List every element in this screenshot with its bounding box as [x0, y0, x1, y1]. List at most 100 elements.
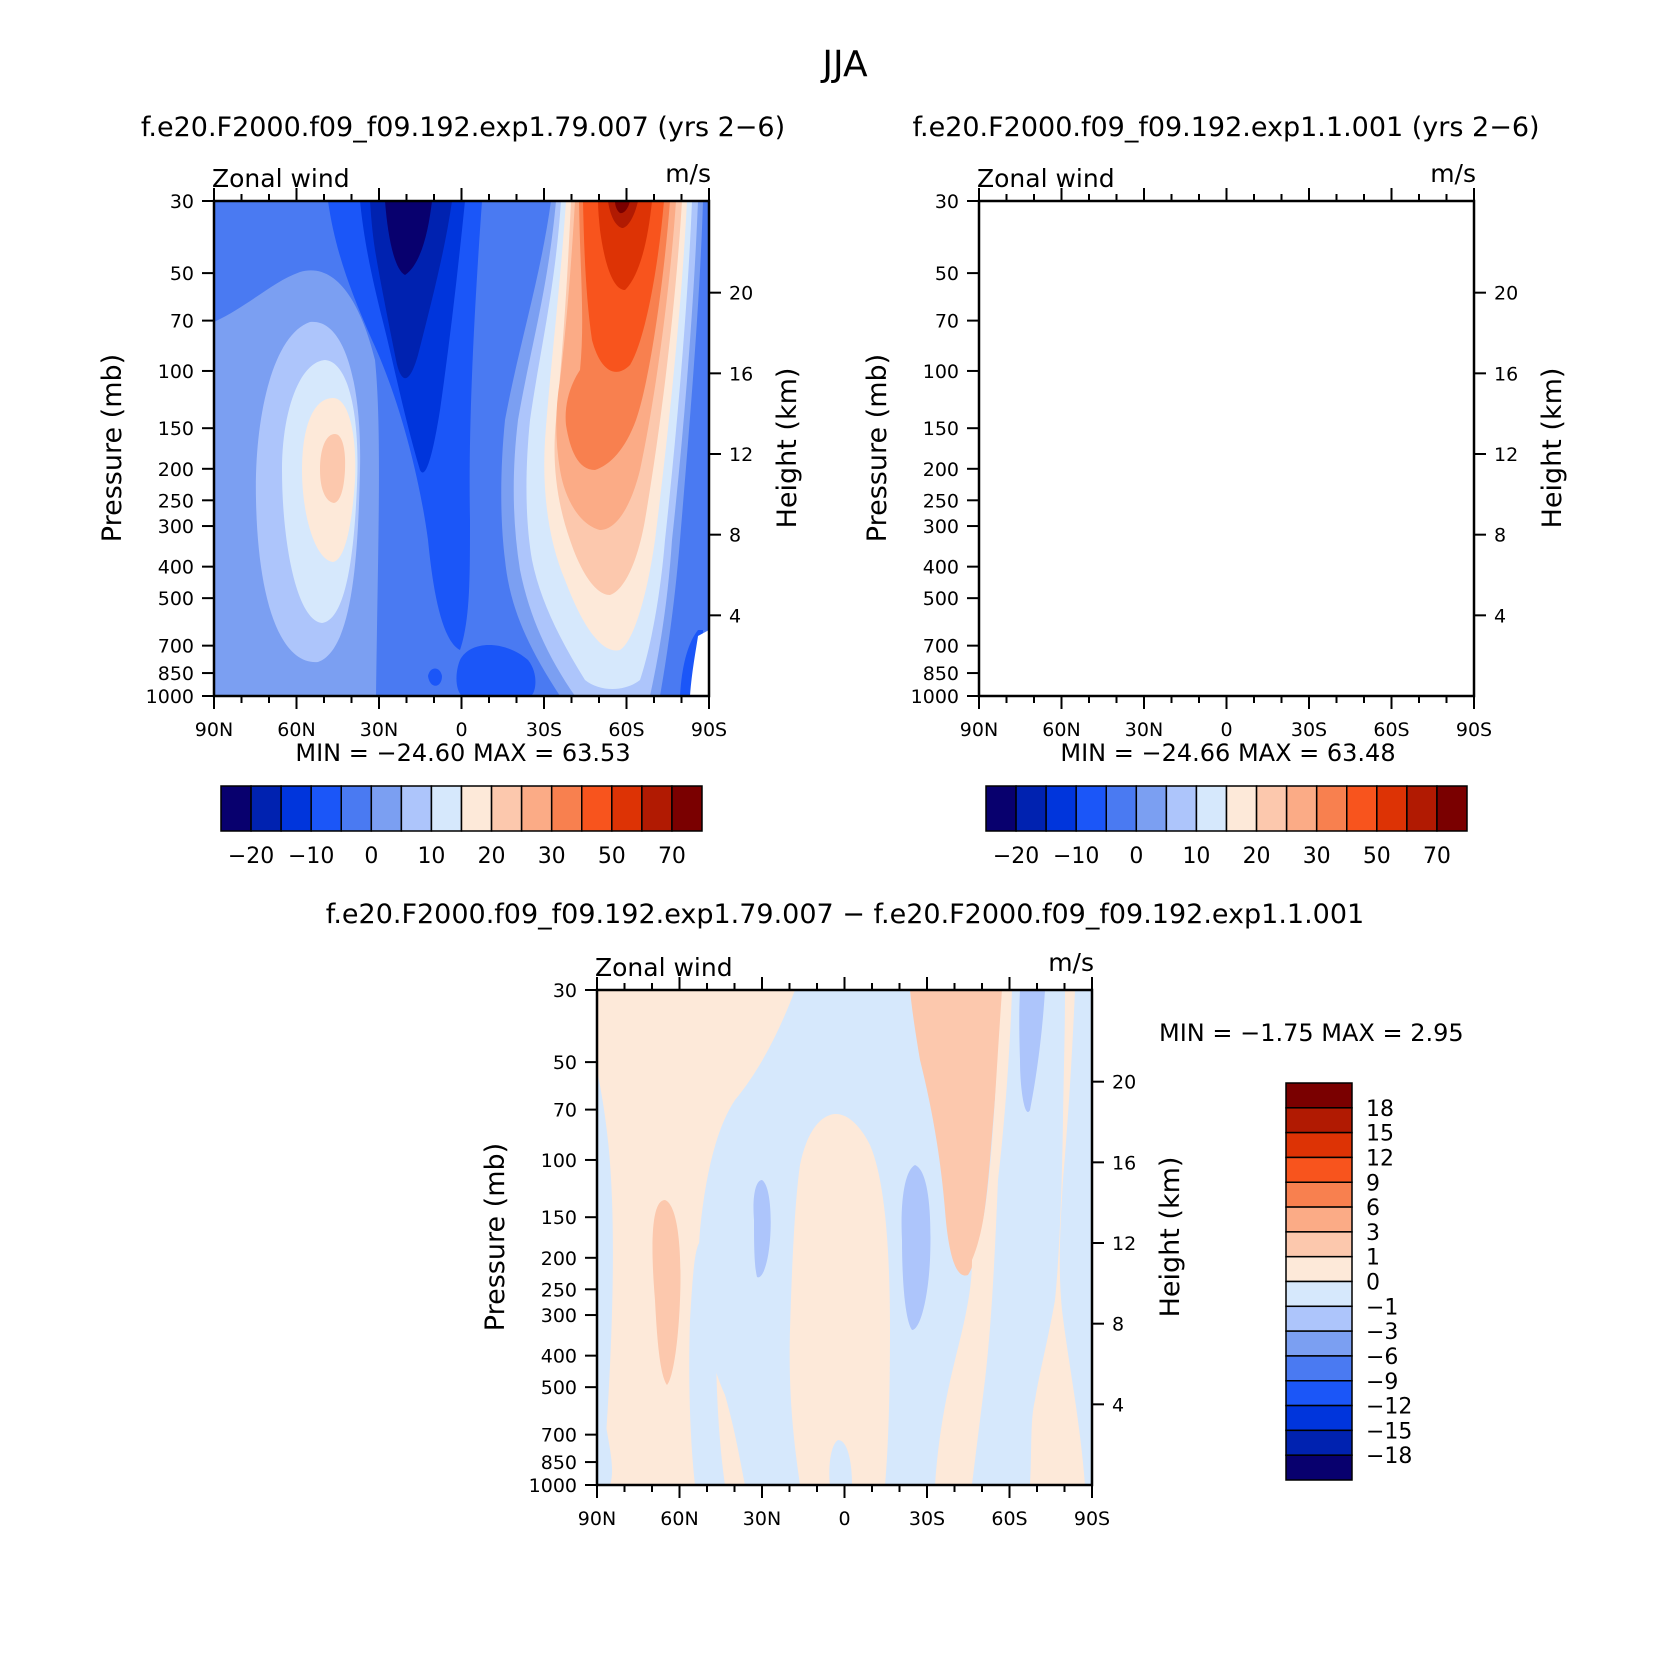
x-tick-label: 90N	[195, 719, 233, 741]
colorbar-box	[581, 785, 613, 832]
panel-2-pos-6	[1331, 201, 1435, 470]
colorbar-label: 0	[1129, 844, 1143, 869]
panel-3-left-label: Zonal wind	[595, 953, 733, 982]
colorbar-label: 3	[1366, 1221, 1380, 1246]
colorbar-box	[460, 785, 493, 832]
y-tick-label: 850	[158, 663, 194, 685]
colorbar-label: 20	[1243, 844, 1271, 869]
y-tick-label: 400	[923, 557, 959, 579]
colorbar-box	[220, 785, 252, 832]
colorbar-box	[1285, 1181, 1353, 1208]
panel-3-axes: 90N 60N 30N 0 30S 60S 90S 30 50 70 100 150 200 250 300…	[529, 977, 1136, 1530]
colorbar-box	[1255, 785, 1288, 832]
colorbar-box	[1436, 785, 1468, 832]
colorbar-box	[1285, 1404, 1353, 1432]
y-tick-label: 150	[541, 1207, 577, 1229]
y-right-tick-label: 12	[729, 444, 753, 466]
colorbar-box	[1285, 1131, 1353, 1159]
y-tick-label: 700	[541, 1425, 577, 1447]
y-tick-label: 1000	[529, 1475, 577, 1497]
colorbar-box	[1285, 1082, 1353, 1109]
y-tick-label: 700	[923, 636, 959, 658]
panel-3-pos-east	[1030, 990, 1085, 1485]
colorbar-label: −20	[993, 844, 1039, 869]
y-tick-label: 30	[935, 191, 959, 213]
colorbar-label: −10	[1053, 844, 1099, 869]
panel-3-neg-east-notch	[1065, 1263, 1080, 1320]
panel-1: f.e20.F2000.f09_f09.192.exp1.79.007 (yrs…	[97, 112, 803, 869]
panel-3-neg-35n	[689, 1240, 725, 1485]
y-tick-label: 100	[923, 361, 959, 383]
y-tick-label: 100	[541, 1150, 577, 1172]
x-tick-label: 90N	[578, 1508, 616, 1530]
panel-1-axes: 90N 60N 30N 0 30S 60S 90S 30 50 70 100 150 200 250 300…	[146, 188, 753, 741]
x-tick-label: 30N	[360, 719, 398, 741]
colorbar-box	[985, 785, 1017, 832]
panel-1-minmax: MIN = −24.60 MAX = 63.53	[295, 739, 630, 767]
colorbar-label: 70	[658, 844, 686, 869]
panel-2-pos-7	[1348, 201, 1429, 372]
page-title: JJA	[820, 44, 868, 85]
x-tick-label: 90S	[1074, 1508, 1110, 1530]
y-tick-label: 500	[541, 1377, 577, 1399]
y-tick-label: 100	[158, 361, 194, 383]
colorbar-box	[1045, 785, 1077, 832]
x-tick-label: 60N	[660, 1508, 698, 1530]
colorbar-label: 10	[417, 844, 445, 869]
y-tick-label: 50	[170, 263, 194, 285]
panel-2-pos-4	[1320, 201, 1447, 595]
panel-3-neg-20n-blob	[753, 1180, 771, 1278]
panel-3-neg-65s-blob	[1019, 990, 1045, 1112]
x-tick-label: 0	[1220, 719, 1232, 741]
panel-2-pos-6b	[1340, 399, 1376, 483]
panel-2-corner-white	[1455, 630, 1474, 696]
colorbar-label: −20	[228, 844, 274, 869]
colorbar-box	[1285, 1454, 1353, 1481]
y-tick-label: 150	[923, 418, 959, 440]
y-tick-label: 400	[158, 557, 194, 579]
panel-2: f.e20.F2000.f09_f09.192.exp1.1.001 (yrs …	[862, 112, 1568, 869]
panel-2-pos-1	[1279, 201, 1463, 696]
y-right-tick-label: 20	[729, 283, 753, 305]
y-right-tick-label: 12	[1494, 444, 1518, 466]
x-tick-label: 90N	[960, 719, 998, 741]
y-tick-label: 200	[158, 459, 194, 481]
y-tick-label: 1000	[146, 686, 194, 708]
panel-2-low-blob-1	[1221, 645, 1300, 696]
colorbar-label: −6	[1366, 1345, 1398, 1370]
panel-3-minmax: MIN = −1.75 MAX = 2.95	[1159, 1019, 1464, 1047]
y-tick-label: 1000	[911, 686, 959, 708]
panel-2-axes: 90N 60N 30N 0 30S 60S 90S 30 50 70 100 150 200 250 300…	[911, 188, 1518, 741]
panel-2-bg	[979, 201, 1474, 696]
x-tick-label: 60S	[991, 1508, 1027, 1530]
colorbar-label: 0	[364, 844, 378, 869]
colorbar-label: 70	[1423, 844, 1451, 869]
colorbar-box	[1346, 785, 1378, 832]
colorbar-label: 9	[1366, 1171, 1380, 1196]
panel-3-pos-west	[597, 990, 795, 1485]
panel-1-pos-8	[598, 201, 652, 290]
panel-2-jet-neg4	[1150, 201, 1197, 275]
panel-3-ylabel: Pressure (mb)	[480, 1143, 511, 1331]
y-tick-label: 250	[923, 490, 959, 512]
colorbar-label: −1	[1366, 1295, 1398, 1320]
y-tick-label: 200	[923, 459, 959, 481]
colorbar-box	[1285, 1107, 1353, 1134]
y-tick-label: 850	[541, 1452, 577, 1474]
y-tick-label: 300	[923, 516, 959, 538]
x-tick-label: 30N	[743, 1508, 781, 1530]
colorbar-label: 1	[1366, 1246, 1380, 1271]
panel-2-pos-5	[1321, 201, 1441, 530]
colorbar-box	[1285, 1255, 1353, 1283]
colorbar-label: 30	[538, 844, 566, 869]
colorbar-box	[611, 785, 643, 832]
x-tick-label: 60S	[1373, 719, 1409, 741]
panel-1-jet-neg3	[370, 201, 452, 379]
colorbar-box	[1195, 785, 1228, 832]
y-tick-label: 30	[553, 980, 577, 1002]
colorbar-label: 12	[1366, 1146, 1394, 1171]
panel-3-ylabel-right: Height (km)	[1155, 1157, 1186, 1318]
y-tick-label: 250	[158, 490, 194, 512]
colorbar-box	[1285, 1380, 1353, 1407]
x-tick-label: 60N	[1042, 719, 1080, 741]
